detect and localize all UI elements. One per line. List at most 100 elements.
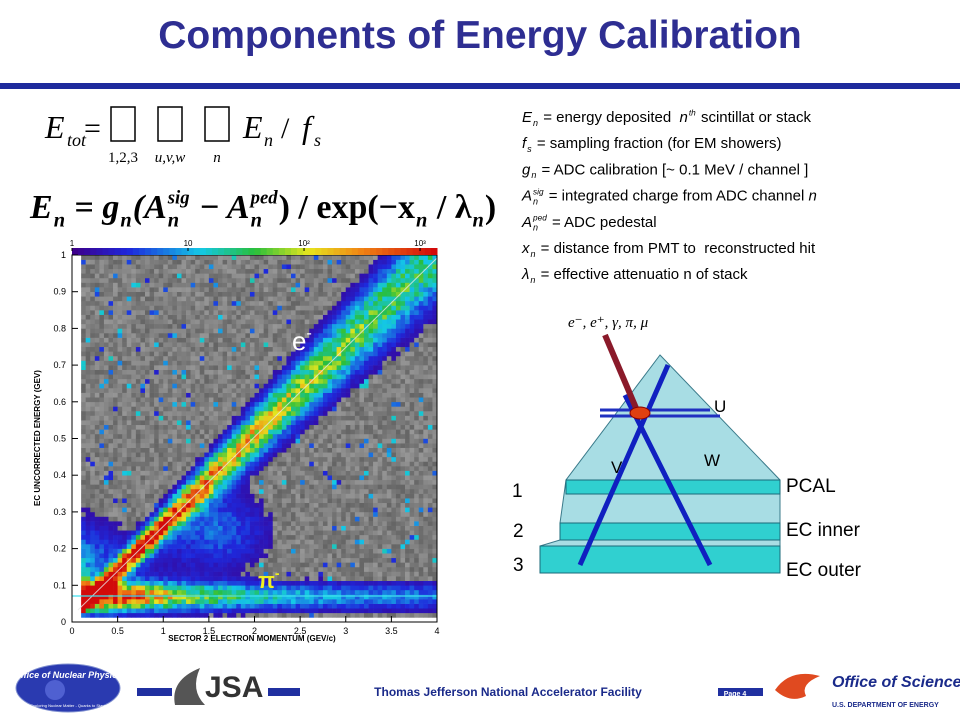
heat-cell (359, 346, 365, 352)
heat-cell (336, 392, 342, 398)
heat-cell (313, 594, 319, 600)
heat-cell (204, 388, 210, 393)
heat-cell (199, 287, 205, 292)
heat-cell (167, 511, 173, 517)
heat-cell (254, 374, 260, 380)
heat-cell (354, 415, 360, 421)
heat-cell (172, 594, 178, 600)
heat-cell (277, 488, 283, 494)
heat-cell (336, 484, 342, 490)
heat-cell (354, 264, 360, 270)
heat-cell (249, 548, 255, 554)
heat-cell (181, 511, 187, 517)
heat-cell (345, 525, 351, 531)
heat-cell (113, 438, 118, 444)
heat-cell (181, 296, 187, 302)
heat-cell (359, 365, 365, 370)
heat-cell (327, 255, 333, 260)
heat-cell (81, 337, 86, 343)
heat-cell (259, 406, 264, 412)
heat-cell (318, 539, 324, 545)
heat-cell (327, 553, 333, 559)
heat-cell (199, 539, 205, 545)
heat-cell (163, 255, 169, 260)
heat-cell (322, 424, 328, 430)
heat-cell (108, 576, 114, 582)
heat-cell (195, 406, 201, 412)
heat-cell (158, 255, 164, 260)
heat-cell (176, 553, 182, 559)
heat-cell (327, 310, 333, 315)
heat-cell (350, 282, 356, 288)
heat-cell (327, 461, 333, 467)
heat-cell (268, 342, 274, 348)
heat-cell (272, 599, 278, 604)
heat-cell (272, 337, 278, 343)
heat-cell (350, 287, 356, 292)
heat-cell (227, 516, 232, 522)
heat-cell (126, 332, 132, 338)
heat-cell (231, 603, 237, 609)
heat-cell (163, 287, 169, 292)
heat-cell (117, 479, 123, 485)
heat-cell (81, 255, 86, 260)
heat-cell (245, 470, 251, 476)
heat-cell (176, 388, 182, 393)
heat-cell (231, 544, 237, 549)
heat-cell (345, 599, 351, 604)
heat-cell (204, 580, 210, 586)
heat-cell (126, 424, 132, 430)
heat-cell (195, 277, 201, 283)
heat-cell (90, 429, 96, 435)
heat-cell (108, 507, 114, 513)
heat-cell (300, 424, 305, 430)
heat-cell (364, 521, 369, 526)
heat-cell (254, 328, 260, 334)
heat-cell (304, 420, 310, 426)
heat-cell (236, 511, 242, 517)
heat-cell (268, 328, 274, 334)
heat-cell (272, 415, 278, 421)
heat-cell (163, 461, 169, 467)
heat-cell (176, 424, 182, 430)
heat-cell (322, 273, 328, 279)
heat-cell (318, 355, 324, 361)
heat-cell (122, 273, 128, 279)
heat-cell (322, 566, 328, 572)
heat-cell (227, 388, 232, 393)
heat-cell (245, 378, 251, 384)
heat-cell (176, 291, 182, 297)
heat-cell (208, 594, 214, 600)
heat-cell (318, 461, 324, 467)
heat-cell (281, 599, 287, 604)
heat-cell (199, 603, 205, 609)
heat-cell (336, 406, 342, 412)
heat-cell (254, 291, 260, 297)
heat-cell (181, 502, 187, 508)
heat-cell (145, 282, 150, 288)
heat-cell (145, 410, 150, 416)
heat-cell (135, 553, 141, 559)
heat-cell (167, 355, 173, 361)
heat-cell (231, 282, 237, 288)
heat-cell (145, 360, 150, 366)
heat-cell (327, 516, 333, 522)
heat-cell (122, 484, 128, 490)
heat-cell (149, 429, 155, 435)
heat-cell (300, 566, 305, 572)
heat-cell (272, 534, 278, 540)
heat-cell (103, 360, 109, 366)
heat-cell (313, 466, 319, 471)
heat-cell (309, 291, 315, 297)
heat-cell (186, 401, 191, 407)
heat-cell (140, 332, 146, 338)
heat-cell (213, 498, 219, 504)
heat-cell (85, 466, 91, 471)
heat-cell (268, 415, 274, 421)
heat-cell (345, 319, 351, 325)
heat-cell (281, 466, 287, 471)
heat-cell (263, 452, 269, 458)
heat-cell (309, 300, 315, 306)
heat-cell (313, 360, 319, 366)
heat-cell (336, 544, 342, 549)
